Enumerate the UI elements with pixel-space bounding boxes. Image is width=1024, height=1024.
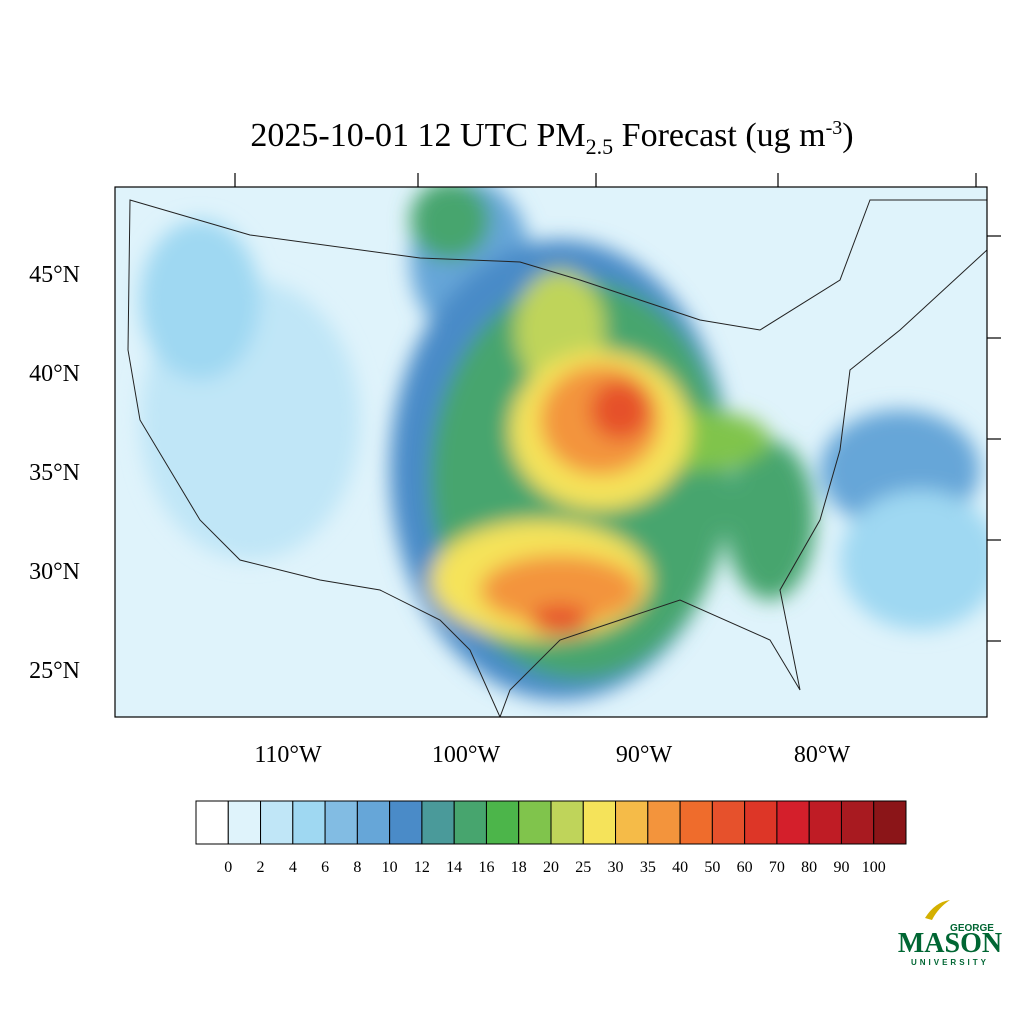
colorbar-label: 25 [575,859,591,876]
colorbar-label: 100 [862,859,886,876]
colorbar-box [808,800,842,845]
logo-main: MASON [898,928,1002,959]
colorbar-box [227,800,262,845]
map-field [115,187,987,717]
colorbar-box [324,800,358,845]
colorbar-box [389,800,423,845]
colorbar-label: 30 [608,859,624,876]
lon-label: 110°W [254,742,322,768]
title: 2025-10-01 12 UTC PM2.5 Forecast (ug m-3… [250,117,853,159]
logo: GEORGE MASON UNIVERSITY [898,900,1002,967]
colorbar-box [356,800,391,845]
colorbar-box [550,800,584,845]
title-sub: 2.5 [586,134,614,159]
colorbar-box [518,800,552,845]
title-text: 2025-10-01 12 UTC PM [250,117,585,154]
lon-label: 100°W [432,742,501,768]
colorbar-box [647,800,681,845]
lat-label: 35°N [29,460,80,486]
map-frame [114,186,988,718]
colorbar-label: 4 [289,859,297,876]
title-text: ) [842,117,853,154]
frame-ticks [234,173,1001,642]
lat-label: 45°N [29,262,80,288]
logo-bottom: UNIVERSITY [911,958,989,967]
colorbar-label: 8 [353,859,361,876]
colorbar-label: 18 [511,859,527,876]
colorbar-box [260,800,294,845]
colorbar-box [744,800,778,845]
logo-top: GEORGE [950,923,994,934]
colorbar-box [421,800,455,845]
colorbar-box [840,800,875,845]
colorbar-label: 90 [833,859,849,876]
colorbar-box [679,800,713,845]
colorbar-box [485,800,520,845]
lat-label: 25°N [29,658,80,684]
colorbar-box [776,800,810,845]
colorbar-label: 2 [257,859,265,876]
colorbar-label: 12 [414,859,430,876]
lat-label: 40°N [29,361,80,387]
colorbar-label: 6 [321,859,329,876]
colorbar-box [292,800,326,845]
colorbar-label: 0 [224,859,232,876]
colorbar-label: 35 [640,859,656,876]
colorbar-box [873,800,907,845]
colorbar-label: 50 [704,859,720,876]
colorbar-box [195,800,229,845]
colorbar-box [582,800,617,845]
colorbar-label: 20 [543,859,559,876]
lon-label: 80°W [794,742,851,768]
colorbar-label: 10 [382,859,398,876]
colorbar-label: 14 [446,859,462,876]
colorbar-box [453,800,487,845]
title-sup: -3 [826,117,843,139]
colorbar-label: 70 [769,859,785,876]
colorbar-label: 16 [478,859,494,876]
lon-label: 90°W [616,742,673,768]
colorbar-box [615,800,649,845]
colorbar-label: 40 [672,859,688,876]
lat-label: 30°N [29,559,80,585]
colorbar-box [711,800,746,845]
colorbar-label: 80 [801,859,817,876]
title-text: Forecast (ug m [613,117,825,154]
colorbar-label: 60 [737,859,753,876]
